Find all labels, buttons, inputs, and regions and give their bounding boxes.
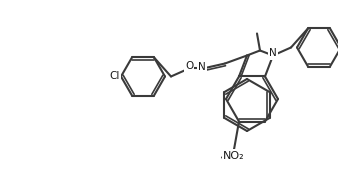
Text: N: N (198, 62, 206, 72)
Text: O: O (185, 62, 193, 71)
Text: Cl: Cl (110, 71, 120, 81)
Text: NO₂: NO₂ (223, 151, 245, 161)
Text: N: N (269, 49, 277, 58)
